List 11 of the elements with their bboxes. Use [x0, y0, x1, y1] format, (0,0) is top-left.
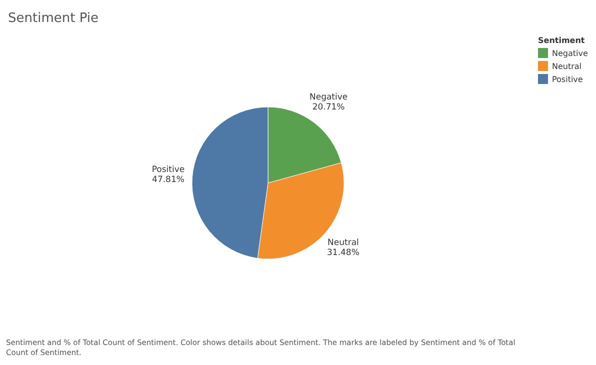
- slice-label: Neutral: [328, 238, 359, 248]
- legend-label: Neutral: [552, 62, 582, 71]
- slice-label: Negative: [309, 92, 348, 102]
- legend-label: Negative: [552, 49, 588, 58]
- legend-label: Positive: [552, 75, 583, 84]
- legend-title: Sentiment: [538, 36, 585, 45]
- data-label: 31.48%: [327, 248, 360, 258]
- data-label: 20.71%: [312, 102, 345, 112]
- slice-label: Positive: [152, 165, 185, 176]
- chart-title: Sentiment Pie: [8, 11, 98, 26]
- data-label: 47.81%: [152, 175, 184, 186]
